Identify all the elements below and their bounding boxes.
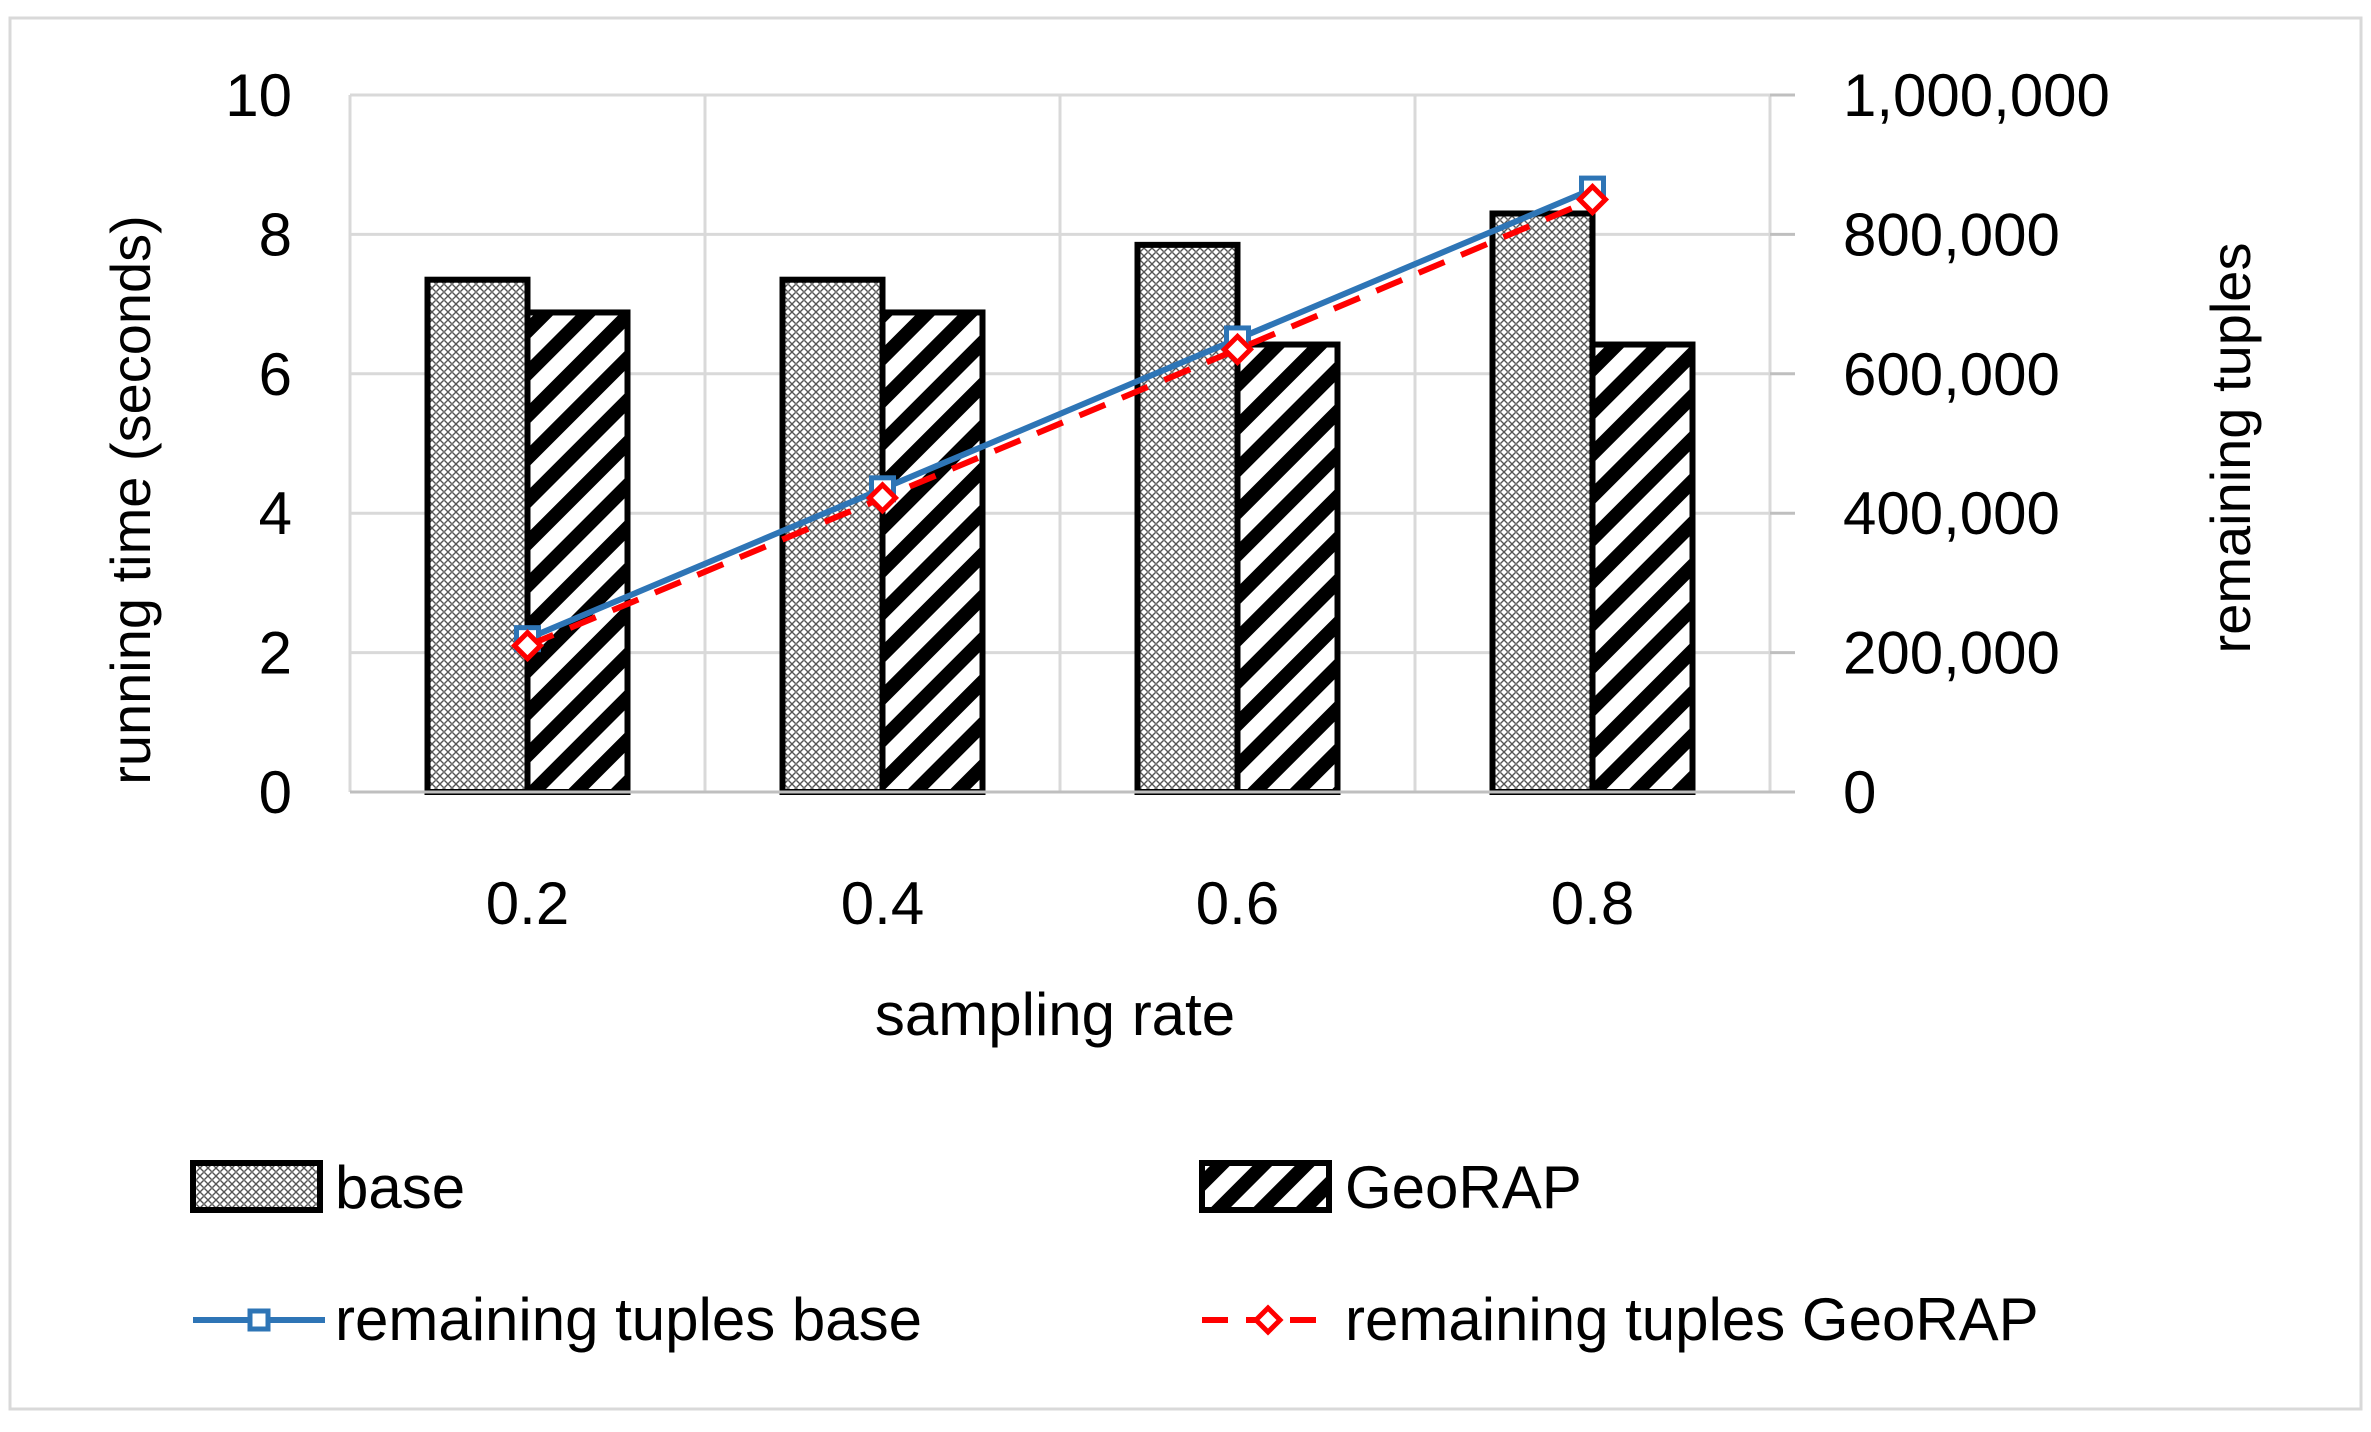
bar-georap <box>1234 341 1341 795</box>
legend-label-remaining-tuples-base: remaining tuples base <box>335 1286 922 1353</box>
y2-tick-label: 400,000 <box>1843 480 2060 547</box>
legend-item-base: base <box>190 1154 465 1221</box>
point-remaining-tuples-georap <box>1575 183 1610 217</box>
x-tick-label: 0.8 <box>1551 870 1634 937</box>
y-tick-label: 2 <box>259 620 292 687</box>
point-remaining-tuples-georap <box>510 629 545 663</box>
x-tick-label: 0.4 <box>841 870 924 937</box>
bar-base <box>1489 210 1596 796</box>
point-remaining-tuples-georap <box>1220 332 1255 366</box>
y-tick-label: 4 <box>259 480 292 547</box>
legend-label-remaining-tuples-georap: remaining tuples GeoRAP <box>1345 1286 2039 1353</box>
line-remaining-tuples-base <box>526 186 1594 642</box>
legend: base GeoRAP remaining tuples base remain… <box>190 1154 2039 1353</box>
line-remaining-tuples-georap <box>526 196 1594 649</box>
legend-item-remaining-tuples-base: remaining tuples base <box>193 1286 922 1353</box>
y-tick-label: 0 <box>259 759 292 826</box>
y-tick-label: 6 <box>259 341 292 408</box>
bar-georap <box>1589 341 1696 795</box>
lines <box>510 175 1610 663</box>
y2-tick-label: 800,000 <box>1843 201 2060 268</box>
bar-georap <box>524 309 631 795</box>
legend-swatch-base <box>190 1160 323 1213</box>
legend-swatch-georap <box>1199 1160 1332 1213</box>
bar-base <box>424 276 531 795</box>
y2-tick-label: 1,000,000 <box>1843 62 2110 129</box>
x-axis-title: sampling rate <box>875 981 1235 1048</box>
legend-item-remaining-tuples-georap: remaining tuples GeoRAP <box>1202 1286 2039 1353</box>
bar-georap <box>879 309 986 795</box>
legend-marker-square-icon <box>247 1308 271 1332</box>
y2-tick-label: 600,000 <box>1843 341 2060 408</box>
legend-label-base: base <box>335 1154 465 1221</box>
y2-tick-label: 0 <box>1843 759 1876 826</box>
y2-axis-title: remaining tuples <box>2199 243 2262 654</box>
legend-label-georap: GeoRAP <box>1345 1154 1582 1221</box>
y-tick-label: 10 <box>225 62 292 129</box>
legend-item-georap: GeoRAP <box>1199 1154 1582 1221</box>
axes: 0 2 4 6 8 10 0 200,000 400,000 600,000 800,000 1,00… <box>225 62 2110 937</box>
x-tick-label: 0.6 <box>1196 870 1279 937</box>
y-axis-title: running time (seconds) <box>99 215 162 785</box>
bar-base <box>1134 241 1241 796</box>
y2-tick-label: 200,000 <box>1843 620 2060 687</box>
legend-marker-diamond-icon <box>1252 1304 1284 1336</box>
x-tick-label: 0.2 <box>486 870 569 937</box>
y-tick-label: 8 <box>259 201 292 268</box>
point-remaining-tuples-georap <box>865 481 900 515</box>
